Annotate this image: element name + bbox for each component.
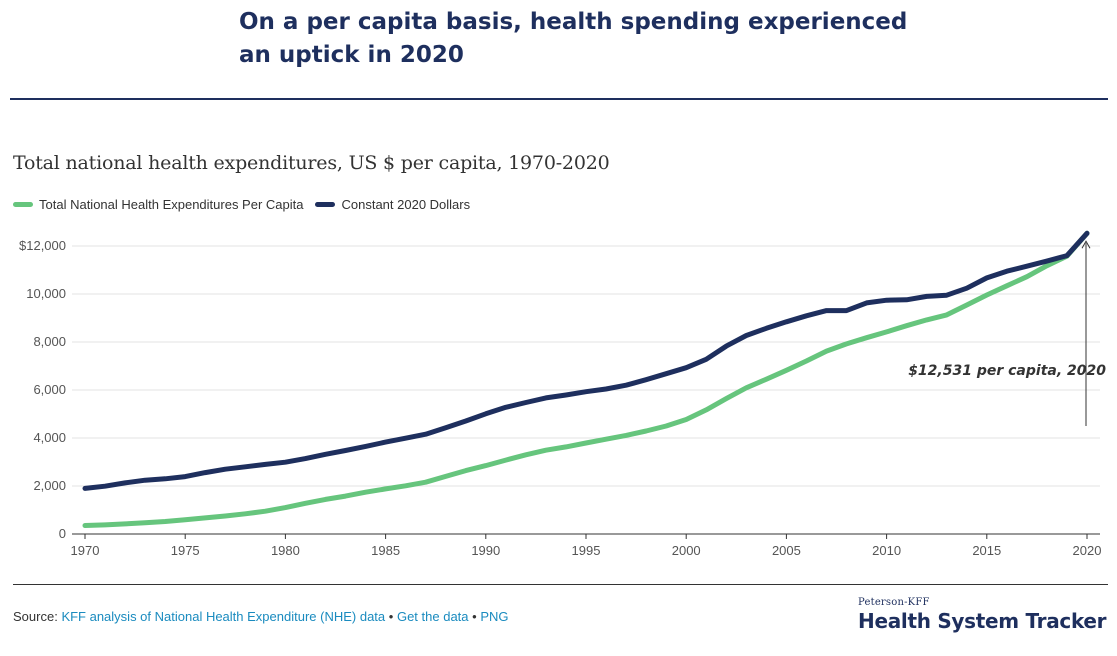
brand-top-text: Peterson-KFF [858,597,930,608]
source-separator-1: • [388,609,394,624]
x-tick-label: 1975 [171,543,200,558]
x-tick-label: 1995 [572,543,601,558]
y-tick-label: 8,000 [33,334,66,349]
y-tick-label: 4,000 [33,430,66,445]
line-chart: 0 2,000 4,000 6,000 8,000 10,000 $12,000 1970 19… [19,230,1106,558]
x-tick-label: 1990 [471,543,500,558]
constant-dollars-line[interactable] [82,230,1090,491]
x-tick-label: 2015 [972,543,1001,558]
title-divider [10,98,1108,100]
get-the-data-link[interactable]: Get the data [396,609,469,624]
chart-legend: Total National Health Expenditures Per C… [13,197,482,212]
legend-item-total[interactable]: Total National Health Expenditures Per C… [13,197,303,212]
chart-title: Total national health expenditures, US $… [13,152,610,174]
png-link[interactable]: PNG [480,609,509,624]
x-tick-label: 1985 [371,543,400,558]
x-tick-label: 2020 [1073,543,1102,558]
source-separator-2: • [472,609,477,624]
legend-swatch-constant [315,202,336,207]
y-tick-label: 6,000 [33,382,66,397]
x-tick-label: 2005 [772,543,801,558]
footer-divider [13,584,1108,585]
y-tick-label: 0 [59,526,66,541]
x-tick-label: 2010 [872,543,901,558]
legend-label-constant: Constant 2020 Dollars [341,197,471,212]
x-tick-label: 1970 [71,543,100,558]
total-expenditures-line[interactable] [82,230,1090,528]
brand-main-text: Health System Tracker [858,609,1107,633]
legend-label-total: Total National Health Expenditures Per C… [39,197,304,212]
nhe-data-link[interactable]: KFF analysis of National Health Expendit… [61,609,386,624]
y-tick-label: 2,000 [33,478,66,493]
x-tick-label: 2000 [672,543,701,558]
legend-item-constant[interactable]: Constant 2020 Dollars [315,197,470,212]
page-title: On a per capita basis, health spending e… [239,9,908,68]
annotation-label: $12,531 per capita, 2020 [908,363,1106,379]
source-prefix: Source: [13,609,58,624]
y-tick-label: 10,000 [26,286,66,301]
source-line: Source: KFF analysis of National Health … [13,609,509,624]
y-tick-label: $12,000 [19,238,66,253]
legend-swatch-total [13,202,33,207]
x-tick-label: 1980 [271,543,300,558]
annotation-arrowhead [1081,240,1091,249]
brand-logo[interactable]: Peterson-KFF Health System Tracker [858,597,1107,633]
